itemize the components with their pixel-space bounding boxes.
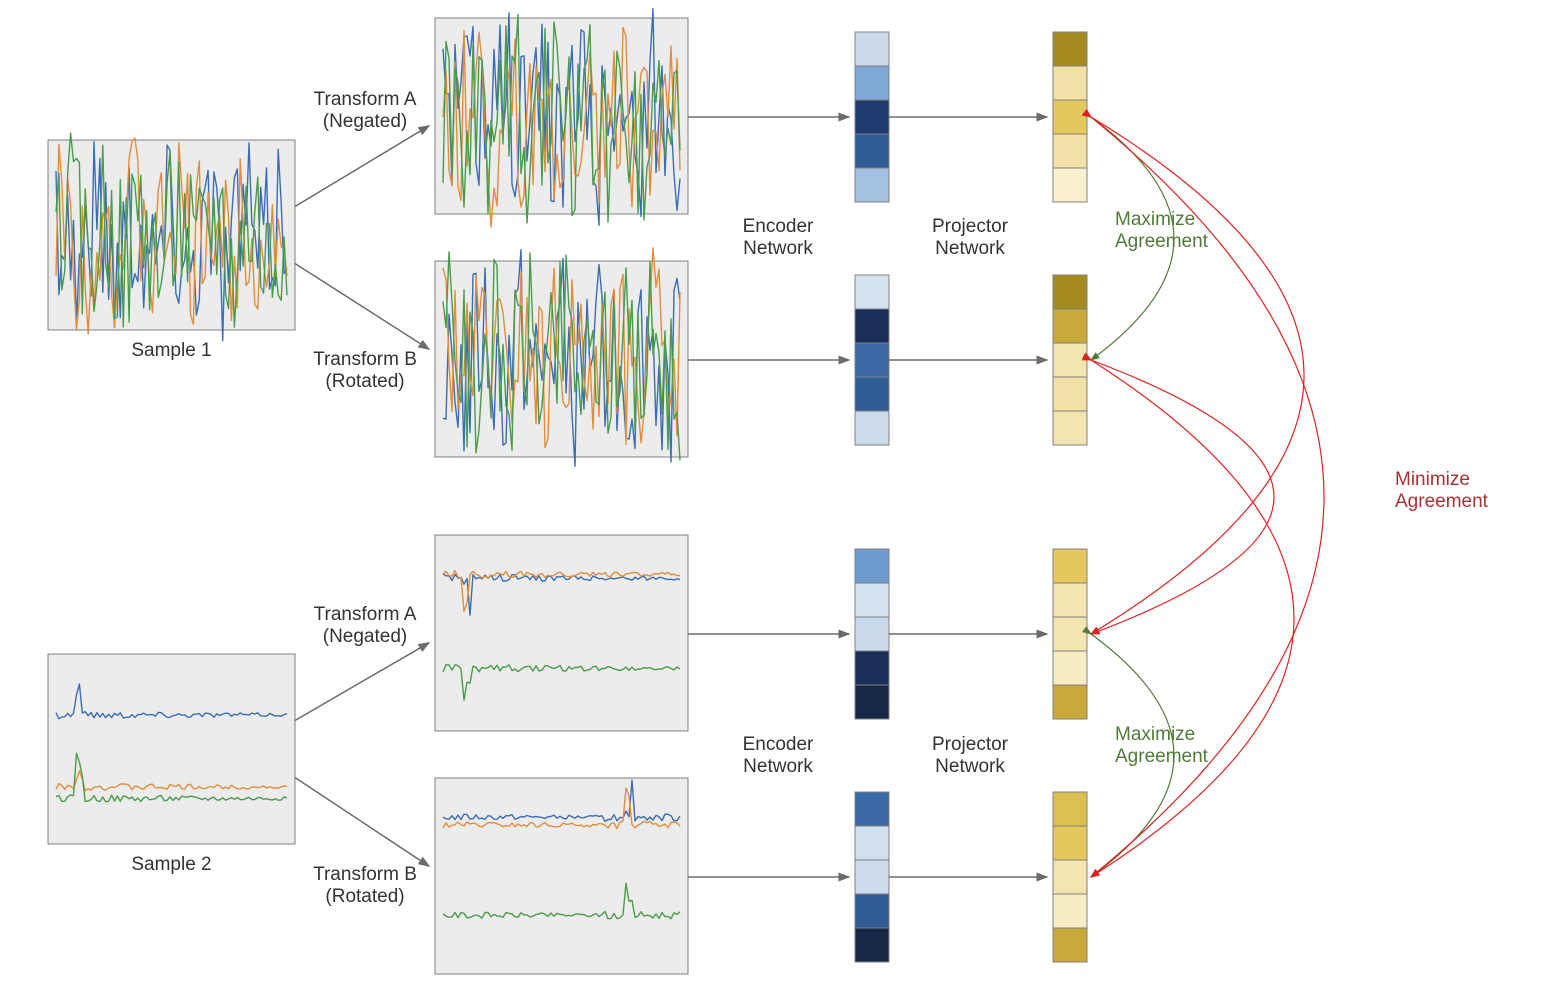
encoder-vec-1-cell bbox=[855, 377, 889, 411]
encoder-vec-3-cell bbox=[855, 826, 889, 860]
encoder-vec-1-cell bbox=[855, 309, 889, 343]
projector-vec-2-cell bbox=[1053, 685, 1087, 719]
encoder-vec-3-cell bbox=[855, 894, 889, 928]
tA1-l1: Transform A bbox=[314, 89, 417, 110]
s2a-panel bbox=[435, 535, 688, 731]
max2-l2: Agreement bbox=[1115, 746, 1209, 767]
sample1-label: Sample 1 bbox=[131, 340, 211, 361]
encoder-vec-0-cell bbox=[855, 100, 889, 134]
enc2-l1: Encoder bbox=[743, 734, 814, 755]
projector-vec-1-cell bbox=[1053, 343, 1087, 377]
projector-vec-3-cell bbox=[1053, 928, 1087, 962]
tB1-l2: (Rotated) bbox=[325, 371, 404, 392]
encoder-vec-2-cell bbox=[855, 685, 889, 719]
encoder-vec-2-cell bbox=[855, 651, 889, 685]
encoder-vec-1-cell bbox=[855, 275, 889, 309]
min-curve-12 bbox=[1091, 360, 1274, 634]
sample2-panel bbox=[48, 654, 295, 844]
projector-vec-2-cell bbox=[1053, 651, 1087, 685]
projector-vec-2-cell bbox=[1053, 617, 1087, 651]
min-curve-13 bbox=[1091, 360, 1294, 877]
projector-vec-0-cell bbox=[1053, 168, 1087, 202]
tA2-l2: (Negated) bbox=[323, 626, 408, 647]
encoder-vec-2-cell bbox=[855, 583, 889, 617]
encoder-vec-1-cell bbox=[855, 343, 889, 377]
min-l2: Agreement bbox=[1395, 491, 1489, 512]
arrow-s2-ta bbox=[295, 643, 429, 721]
encoder-vec-1-cell bbox=[855, 411, 889, 445]
encoder-vec-2-cell bbox=[855, 549, 889, 583]
max1-l2: Agreement bbox=[1115, 231, 1209, 252]
min-curve-02 bbox=[1091, 117, 1304, 634]
projector-vec-3-cell bbox=[1053, 894, 1087, 928]
projector-vec-1-cell bbox=[1053, 309, 1087, 343]
projector-vec-3-cell bbox=[1053, 792, 1087, 826]
projector-vec-1-cell bbox=[1053, 411, 1087, 445]
s2b-panel bbox=[435, 778, 688, 974]
arrow-s1-tb bbox=[295, 264, 429, 350]
projector-vec-3-cell bbox=[1053, 860, 1087, 894]
proj1-l1: Projector bbox=[932, 216, 1009, 237]
tA2-l1: Transform A bbox=[314, 604, 417, 625]
tA1-l2: (Negated) bbox=[323, 111, 408, 132]
encoder-vec-2-cell bbox=[855, 617, 889, 651]
projector-vec-1-cell bbox=[1053, 377, 1087, 411]
encoder-vec-3-cell bbox=[855, 860, 889, 894]
encoder-vec-0-cell bbox=[855, 32, 889, 66]
encoder-vec-0-cell bbox=[855, 66, 889, 100]
sample2-label: Sample 2 bbox=[131, 854, 211, 875]
min-l1: Minimize bbox=[1395, 469, 1470, 490]
enc2-l2: Network bbox=[743, 756, 813, 777]
tB2-l1: Transform B bbox=[313, 864, 417, 885]
projector-vec-2-cell bbox=[1053, 583, 1087, 617]
max2-l1: Maximize bbox=[1115, 724, 1195, 745]
arrow-s2-tb bbox=[295, 778, 429, 867]
enc1-l1: Encoder bbox=[743, 216, 814, 237]
encoder-vec-0-cell bbox=[855, 168, 889, 202]
projector-vec-0-cell bbox=[1053, 66, 1087, 100]
encoder-vec-3-cell bbox=[855, 928, 889, 962]
enc1-l2: Network bbox=[743, 238, 813, 259]
projector-vec-2-cell bbox=[1053, 549, 1087, 583]
tB2-l2: (Rotated) bbox=[325, 886, 404, 907]
proj1-l2: Network bbox=[935, 238, 1005, 259]
arrow-s1-ta bbox=[295, 126, 429, 207]
projector-vec-0-cell bbox=[1053, 32, 1087, 66]
encoder-vec-0-cell bbox=[855, 134, 889, 168]
projector-vec-0-cell bbox=[1053, 100, 1087, 134]
proj2-l2: Network bbox=[935, 756, 1005, 777]
projector-vec-1-cell bbox=[1053, 275, 1087, 309]
projector-vec-0-cell bbox=[1053, 134, 1087, 168]
tB1-l1: Transform B bbox=[313, 349, 417, 370]
max1-l1: Maximize bbox=[1115, 209, 1195, 230]
proj2-l1: Projector bbox=[932, 734, 1009, 755]
projector-vec-3-cell bbox=[1053, 826, 1087, 860]
contrastive-learning-diagram: Sample 1Sample 2Transform A(Negated)Tran… bbox=[0, 0, 1548, 988]
encoder-vec-3-cell bbox=[855, 792, 889, 826]
